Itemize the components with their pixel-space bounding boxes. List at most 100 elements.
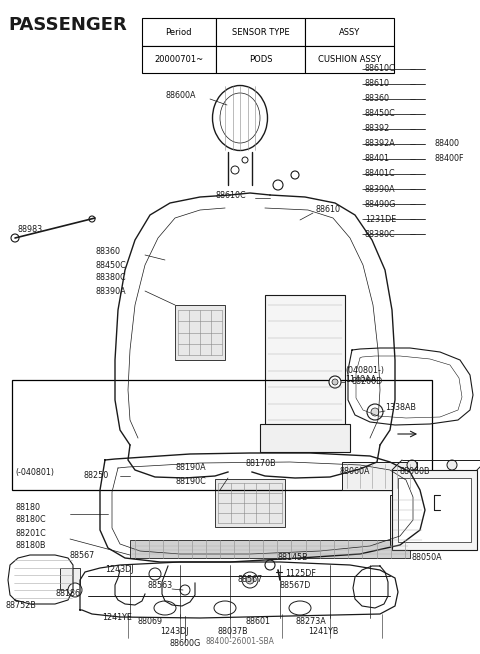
Bar [216, 18, 305, 46]
Text: 88390A: 88390A [95, 286, 126, 296]
Text: 1140AA: 1140AA [345, 375, 376, 383]
Text: 88201C: 88201C [15, 528, 46, 538]
Bar [390, 495, 425, 545]
Text: 88392: 88392 [365, 124, 390, 133]
Text: 88567D: 88567D [280, 581, 312, 591]
Text: (040801-): (040801-) [345, 366, 384, 375]
Text: (-040801): (-040801) [15, 468, 54, 477]
Text: 88610: 88610 [315, 205, 340, 215]
Bar [305, 46, 394, 73]
Text: 88360: 88360 [95, 247, 120, 256]
Circle shape [242, 157, 248, 163]
Text: 88752B: 88752B [5, 602, 36, 610]
Text: 88567: 88567 [238, 576, 263, 585]
Text: 88610C: 88610C [365, 64, 396, 73]
Bar [260, 424, 350, 452]
Text: 88190A: 88190A [175, 464, 205, 472]
Ellipse shape [289, 601, 311, 615]
Text: 88190C: 88190C [175, 477, 206, 485]
Text: Period: Period [166, 27, 192, 37]
Circle shape [68, 583, 82, 597]
Text: 88600A: 88600A [165, 92, 195, 101]
Circle shape [332, 379, 338, 385]
Text: CUSHION ASSY: CUSHION ASSY [318, 55, 381, 64]
Text: 20000701~: 20000701~ [154, 55, 204, 64]
Text: PODS: PODS [249, 55, 272, 64]
Bar [142, 18, 216, 46]
Text: 88069: 88069 [138, 617, 163, 627]
Text: 88610: 88610 [365, 79, 390, 88]
Text: 88450C: 88450C [365, 109, 396, 118]
Bar [60, 568, 80, 590]
Text: 1125DF: 1125DF [285, 570, 316, 579]
Bar [305, 18, 394, 46]
Ellipse shape [214, 601, 236, 615]
Text: 1241YB: 1241YB [308, 627, 338, 636]
Circle shape [180, 585, 190, 595]
Text: 88450C: 88450C [95, 260, 126, 269]
Text: 88360: 88360 [365, 94, 390, 103]
Circle shape [89, 216, 95, 222]
Bar [392, 470, 477, 550]
Text: 1241YE: 1241YE [102, 613, 132, 623]
Circle shape [291, 171, 299, 179]
Text: ASSY: ASSY [338, 27, 360, 37]
Text: 88567: 88567 [70, 551, 95, 560]
Circle shape [371, 408, 379, 416]
Bar [215, 479, 285, 527]
Circle shape [407, 460, 417, 470]
Text: 88037B: 88037B [218, 627, 249, 636]
Text: 88601: 88601 [245, 617, 270, 627]
Circle shape [367, 404, 383, 420]
Text: PASSENGER: PASSENGER [8, 16, 127, 34]
Text: 88250: 88250 [83, 472, 108, 481]
Text: 1338AB: 1338AB [385, 404, 416, 413]
Text: 88273A: 88273A [295, 617, 326, 627]
Bar [398, 478, 471, 542]
Text: 88392A: 88392A [365, 139, 396, 148]
Text: 88490G: 88490G [365, 199, 396, 209]
Text: 88610C: 88610C [215, 190, 246, 199]
Text: 88145B: 88145B [278, 553, 309, 562]
Bar [342, 462, 417, 490]
Circle shape [265, 560, 275, 570]
Bar [130, 540, 410, 558]
Bar [216, 46, 305, 73]
Bar [175, 305, 225, 360]
Text: 88400F: 88400F [434, 154, 464, 164]
Text: 88180: 88180 [15, 504, 40, 513]
Text: 88060B: 88060B [400, 468, 431, 477]
Text: 88983: 88983 [18, 226, 43, 235]
Circle shape [329, 376, 341, 388]
Text: 88170B: 88170B [245, 458, 276, 468]
Text: 88400: 88400 [434, 139, 459, 148]
Bar [265, 295, 345, 430]
Text: 1243DJ: 1243DJ [160, 627, 189, 636]
Text: 88060A: 88060A [340, 468, 371, 477]
Text: 88380C: 88380C [365, 230, 396, 239]
Circle shape [242, 572, 258, 588]
Text: 88401C: 88401C [365, 169, 396, 179]
Text: 88186: 88186 [55, 589, 80, 598]
Ellipse shape [154, 601, 176, 615]
Text: 88401: 88401 [365, 154, 390, 164]
Text: 88380C: 88380C [95, 273, 126, 283]
Text: 1243DJ: 1243DJ [105, 566, 133, 574]
Circle shape [246, 576, 254, 584]
Text: 88400-26001-SBA: 88400-26001-SBA [205, 637, 275, 646]
Circle shape [273, 180, 283, 190]
Circle shape [149, 568, 161, 580]
Circle shape [447, 460, 457, 470]
Text: 88600G: 88600G [169, 640, 201, 649]
Text: 88180C: 88180C [15, 515, 46, 525]
Text: 88050A: 88050A [412, 553, 443, 562]
Text: SENSOR TYPE: SENSOR TYPE [231, 27, 289, 37]
Circle shape [11, 234, 19, 242]
Text: 88180B: 88180B [15, 542, 46, 551]
Text: 1231DE: 1231DE [365, 215, 396, 224]
Text: 88390A: 88390A [365, 184, 396, 194]
Bar [12, 380, 432, 490]
Bar [142, 46, 216, 73]
Text: 88200D: 88200D [352, 377, 383, 387]
Text: 88563: 88563 [148, 581, 173, 591]
